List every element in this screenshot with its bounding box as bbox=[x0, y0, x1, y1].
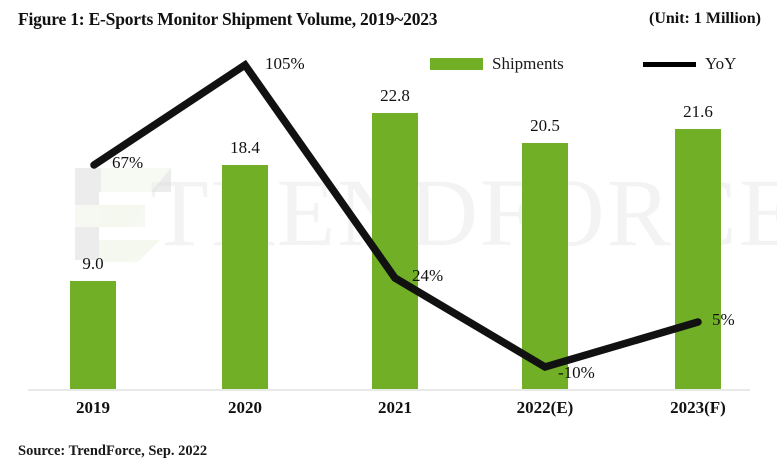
yoy-value-2022e: -10% bbox=[558, 363, 595, 382]
bar-value-2019: 9.0 bbox=[82, 254, 104, 273]
bar-2022e[interactable] bbox=[522, 143, 568, 389]
x-tick-2019: 2019 bbox=[76, 398, 110, 417]
bar-2023f[interactable] bbox=[675, 129, 721, 389]
plot-area: TRENDFORCE 9.0 18.4 22.8 20.5 21.6 bbox=[28, 54, 777, 417]
page-title: Figure 1: E-Sports Monitor Shipment Volu… bbox=[18, 8, 438, 29]
yoy-value-2021: 24% bbox=[412, 266, 444, 285]
source-note: Source: TrendForce, Sep. 2022 bbox=[18, 443, 208, 459]
trendforce-f-logo-icon bbox=[75, 168, 171, 262]
title-row: Figure 1: E-Sports Monitor Shipment Volu… bbox=[18, 4, 763, 34]
x-axis-line bbox=[28, 389, 750, 391]
x-tick-2021: 2021 bbox=[378, 398, 412, 417]
bar-value-2020: 18.4 bbox=[230, 138, 260, 157]
bar-value-2023f: 21.6 bbox=[683, 102, 713, 121]
yoy-value-2023f: 5% bbox=[712, 310, 735, 329]
yoy-value-2020: 105% bbox=[265, 54, 305, 73]
legend-label-yoy: YoY bbox=[705, 54, 737, 73]
bar-value-2022e: 20.5 bbox=[530, 116, 560, 135]
x-tick-2020: 2020 bbox=[228, 398, 262, 417]
bar-value-2021: 22.8 bbox=[380, 86, 410, 105]
unit-label: (Unit: 1 Million) bbox=[649, 10, 761, 27]
bar-2019[interactable] bbox=[70, 281, 116, 389]
yoy-value-2019: 67% bbox=[112, 153, 144, 172]
x-tick-2022e: 2022(E) bbox=[516, 398, 574, 417]
x-tick-2023f: 2023(F) bbox=[670, 398, 726, 417]
bar-2021[interactable] bbox=[372, 113, 418, 389]
bar-2020[interactable] bbox=[222, 165, 268, 389]
